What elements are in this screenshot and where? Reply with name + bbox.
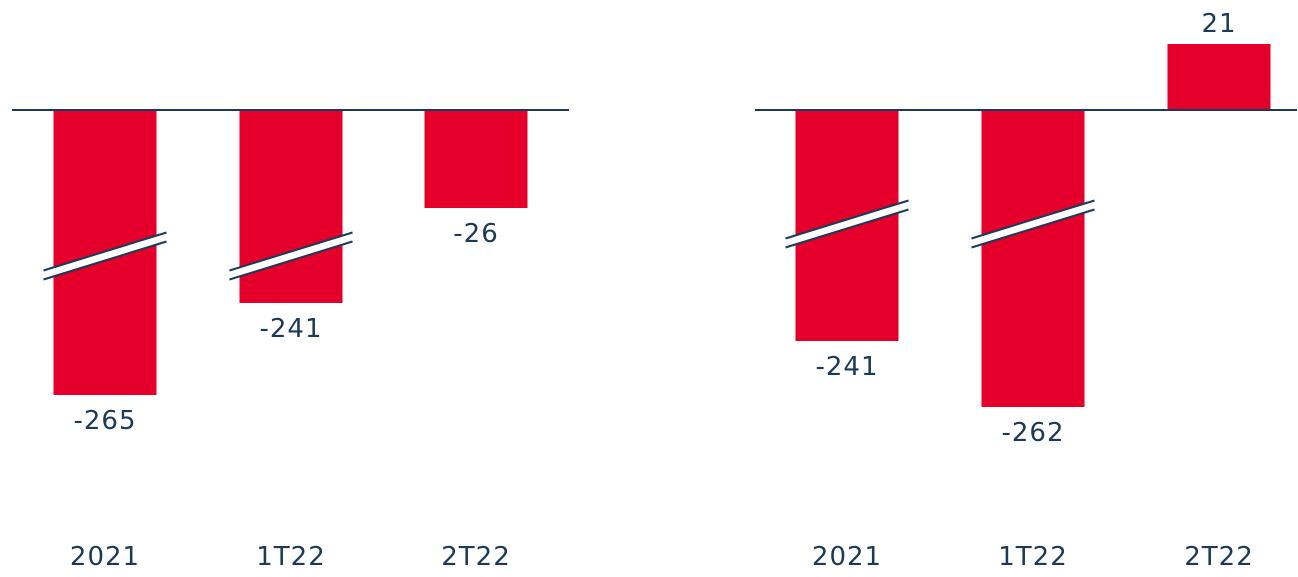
axis-break <box>43 231 167 281</box>
bars <box>43 110 528 395</box>
category-label-2021: 2021 <box>70 542 140 572</box>
data-label-1t22: -241 <box>259 314 322 344</box>
data-label-1t22: -262 <box>1001 418 1064 448</box>
bar-2t22 <box>424 110 528 208</box>
category-label-1t22: 1T22 <box>256 542 326 572</box>
bars <box>785 44 1271 407</box>
bar-1t22 <box>981 110 1085 407</box>
axis-break <box>229 231 353 281</box>
chart-left: -265 2021 -241 1T22 -26 2T22 <box>12 109 569 572</box>
data-label-2t22: -26 <box>453 219 498 249</box>
data-label-2t22: 21 <box>1201 9 1236 39</box>
data-label-2021: -265 <box>73 406 136 436</box>
chart-right: -241 2021 -262 1T22 21 2T22 <box>755 9 1297 572</box>
category-label-1t22: 1T22 <box>998 542 1068 572</box>
category-label-2t22: 2T22 <box>1184 542 1254 572</box>
data-label-2021: -241 <box>815 352 878 382</box>
axis-break <box>971 199 1095 249</box>
bar-1t22 <box>239 110 343 303</box>
category-label-2021: 2021 <box>812 542 882 572</box>
axis-break <box>785 199 909 249</box>
category-label-2t22: 2T22 <box>441 542 511 572</box>
bar-2t22 <box>1167 44 1271 110</box>
